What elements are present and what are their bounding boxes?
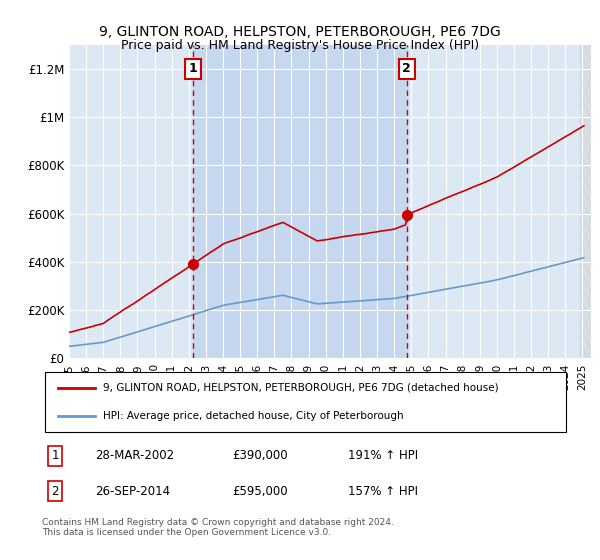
Text: HPI: Average price, detached house, City of Peterborough: HPI: Average price, detached house, City…	[103, 411, 403, 421]
Text: 28-MAR-2002: 28-MAR-2002	[95, 449, 174, 462]
Text: Price paid vs. HM Land Registry's House Price Index (HPI): Price paid vs. HM Land Registry's House …	[121, 39, 479, 52]
Text: 2: 2	[52, 485, 59, 498]
Bar	[580, 45, 591, 358]
FancyBboxPatch shape	[44, 371, 566, 432]
Text: £390,000: £390,000	[232, 449, 288, 462]
Text: 9, GLINTON ROAD, HELPSTON, PETERBOROUGH, PE6 7DG (detached house): 9, GLINTON ROAD, HELPSTON, PETERBOROUGH,…	[103, 382, 499, 393]
Text: 2: 2	[402, 62, 411, 76]
Bar	[193, 45, 407, 358]
Text: 1: 1	[188, 62, 197, 76]
Text: 1: 1	[52, 449, 59, 462]
Text: 26-SEP-2014: 26-SEP-2014	[95, 485, 170, 498]
Text: 9, GLINTON ROAD, HELPSTON, PETERBOROUGH, PE6 7DG: 9, GLINTON ROAD, HELPSTON, PETERBOROUGH,…	[99, 25, 501, 39]
Text: Contains HM Land Registry data © Crown copyright and database right 2024.
This d: Contains HM Land Registry data © Crown c…	[42, 518, 394, 538]
Text: 157% ↑ HPI: 157% ↑ HPI	[348, 485, 418, 498]
Text: 191% ↑ HPI: 191% ↑ HPI	[348, 449, 418, 462]
Text: £595,000: £595,000	[232, 485, 288, 498]
